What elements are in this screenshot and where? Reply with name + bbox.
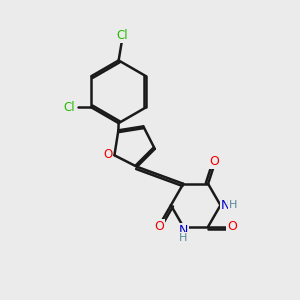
Text: O: O [154, 220, 164, 232]
Text: O: O [209, 155, 219, 169]
Text: H: H [179, 233, 188, 243]
Text: Cl: Cl [63, 101, 75, 114]
Text: O: O [227, 220, 237, 233]
Text: Cl: Cl [116, 29, 128, 42]
Text: N: N [220, 199, 230, 212]
Text: N: N [178, 224, 188, 237]
Text: O: O [103, 148, 112, 161]
Text: H: H [229, 200, 237, 210]
